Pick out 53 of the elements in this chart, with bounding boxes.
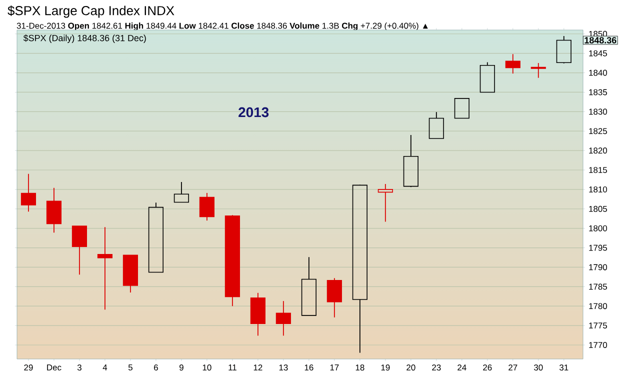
candlestick — [505, 54, 520, 74]
candlestick — [97, 226, 112, 310]
annotation: $SPX (Daily) 1848.36 (31 Dec) — [23, 34, 146, 43]
candlestick — [326, 278, 342, 318]
x-tick-label: 19 — [381, 364, 390, 371]
candlestick — [378, 184, 393, 222]
x-tick-label: 13 — [279, 364, 288, 371]
candlestick — [530, 62, 546, 78]
x-tick-label: 17 — [330, 364, 339, 370]
chart-title: $SPX Large Cap Index INDX — [8, 6, 174, 18]
y-tick-label: 1775 — [589, 322, 608, 329]
x-tick-label: 3 — [77, 364, 82, 371]
x-tick-label: 12 — [254, 364, 262, 370]
x-tick-label: 30 — [534, 364, 543, 371]
y-tick-label: 1790 — [589, 264, 608, 270]
candlestick — [250, 292, 266, 336]
x-tick-label: 9 — [179, 364, 184, 371]
y-tick-label: 1815 — [589, 167, 608, 173]
x-tick-label: 4 — [102, 364, 108, 370]
y-tick-label: 1830 — [589, 108, 608, 115]
text: 31-Dec-2013 Open 1842.61 High 1849.44 Low 1842.41 Close 1848.36 Volume 1.3B Chg +7.29 (+0.40%) ▲ — [16, 22, 428, 30]
y-tick-label: 1800 — [589, 225, 608, 232]
y-tick-label: 1845 — [589, 50, 608, 56]
y-tick-label: 1770 — [589, 342, 608, 348]
y-tick-label: 1810 — [589, 186, 608, 192]
y-tick-label: 1795 — [589, 244, 608, 251]
x-tick-label: 16 — [304, 364, 314, 371]
y-tick-label: 1825 — [589, 128, 608, 134]
x-tick-label: 11 — [228, 364, 236, 370]
x-tick-label: 6 — [154, 364, 158, 371]
annotation: 2013 — [238, 107, 269, 118]
annotation: 1848.36 — [584, 37, 616, 44]
candlestick — [46, 187, 62, 234]
candlestick — [199, 192, 214, 221]
y-tick-label: 1780 — [589, 303, 608, 310]
y-tick-label: 1840 — [589, 70, 608, 76]
x-tick-label: Dec — [47, 364, 62, 370]
x-tick-label: 24 — [458, 364, 466, 370]
x-tick-label: 27 — [508, 364, 518, 370]
candlestick — [20, 173, 36, 212]
x-tick-label: 18 — [356, 364, 364, 371]
y-tick-label: 1805 — [589, 206, 608, 212]
x-tick-label: 10 — [202, 364, 212, 371]
candlestick — [276, 300, 291, 336]
x-tick-label: 26 — [483, 364, 492, 371]
x-tick-label: 31 — [560, 364, 568, 371]
y-tick-label: 1820 — [589, 148, 608, 154]
x-tick-label: 23 — [432, 364, 441, 371]
x-tick-label: 29 — [24, 364, 33, 371]
x-tick-label: 5 — [128, 364, 132, 370]
y-tick-label: 1835 — [589, 89, 608, 96]
x-tick-label: 20 — [406, 364, 416, 371]
y-tick-label: 1785 — [589, 284, 608, 290]
